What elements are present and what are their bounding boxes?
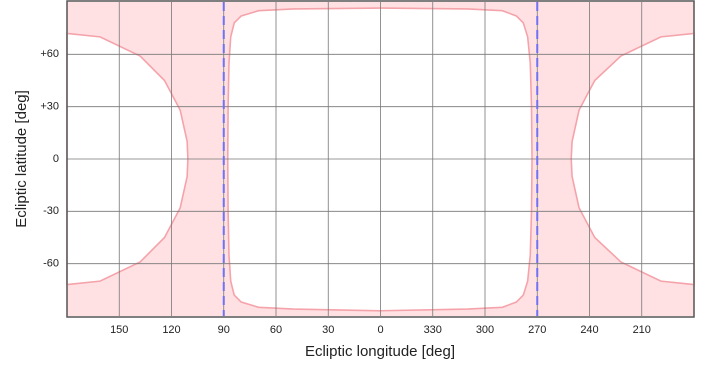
x-tick-label: 210 [633, 324, 651, 336]
x-tick-label: 300 [476, 324, 494, 336]
x-axis-label: Ecliptic longitude [deg] [305, 343, 455, 360]
y-tick-label: -30 [43, 205, 59, 217]
y-tick-label: +60 [40, 48, 59, 60]
x-tick-label: 240 [580, 324, 598, 336]
x-tick-label: 0 [377, 324, 383, 336]
x-tick-label: 150 [110, 324, 128, 336]
x-tick-label: 270 [528, 324, 546, 336]
y-tick-label: 0 [53, 153, 59, 165]
y-tick-label: +30 [40, 101, 59, 113]
allowed-region [226, 7, 533, 312]
y-tick-label: -60 [43, 258, 59, 270]
x-tick-label: 90 [218, 324, 230, 336]
x-tick-label: 120 [162, 324, 180, 336]
y-axis-label: Ecliptic latitude [deg] [13, 90, 30, 228]
x-tick-label: 60 [270, 324, 282, 336]
x-tick-label: 330 [424, 324, 442, 336]
x-tick-label: 30 [322, 324, 334, 336]
plot-frame [66, 0, 695, 318]
